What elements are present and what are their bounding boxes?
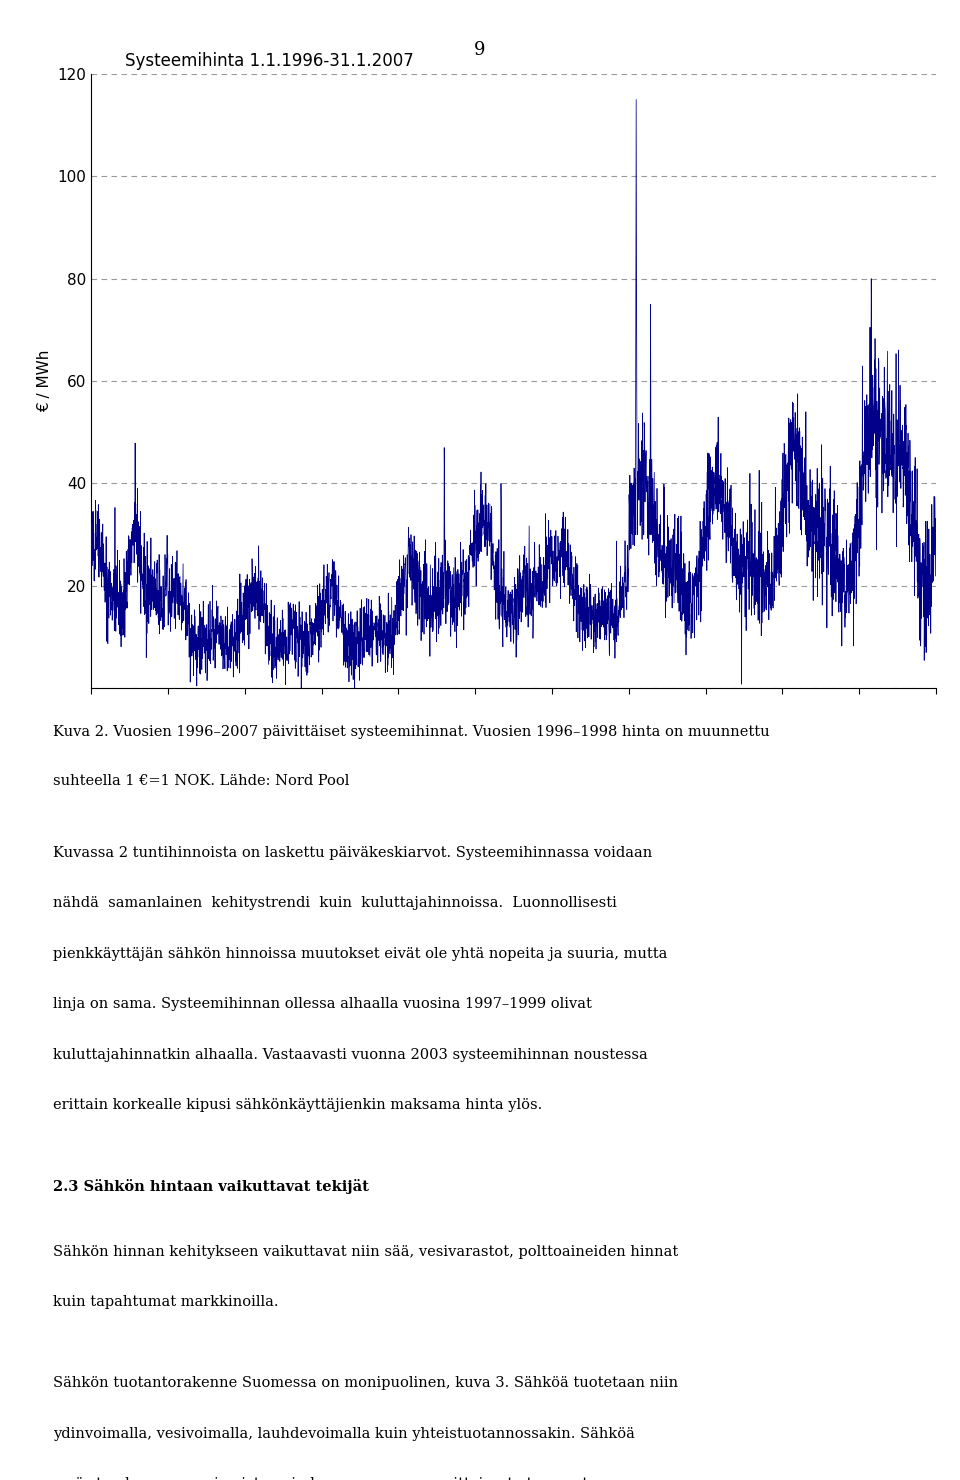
Text: nähdä  samanlainen  kehitystrendi  kuin  kuluttajahinnoissa.  Luonnollisesti: nähdä samanlainen kehitystrendi kuin kul…	[53, 897, 616, 910]
Text: linja on sama. Systeemihinnan ollessa alhaalla vuosina 1997–1999 olivat: linja on sama. Systeemihinnan ollessa al…	[53, 998, 591, 1011]
Text: Kuva 2. Vuosien 1996–2007 päivittäiset systeemihinnat. Vuosien 1996–1998 hinta o: Kuva 2. Vuosien 1996–2007 päivittäiset s…	[53, 725, 769, 739]
Text: kuin tapahtumat markkinoilla.: kuin tapahtumat markkinoilla.	[53, 1295, 278, 1308]
Text: myös tuodaan naapurimaista noin kymmenesosa vuosittaisesta tarpeesta.: myös tuodaan naapurimaista noin kymmenes…	[53, 1477, 601, 1480]
Text: 2.3 Sähkön hintaan vaikuttavat tekijät: 2.3 Sähkön hintaan vaikuttavat tekijät	[53, 1180, 369, 1194]
Text: pienkkäyttäjän sähkön hinnoissa muutokset eivät ole yhtä nopeita ja suuria, mutt: pienkkäyttäjän sähkön hinnoissa muutokse…	[53, 947, 667, 961]
Text: Sähkön tuotantorakenne Suomessa on monipuolinen, kuva 3. Sähköä tuotetaan niin: Sähkön tuotantorakenne Suomessa on monip…	[53, 1376, 678, 1390]
Text: 9: 9	[474, 41, 486, 59]
Y-axis label: € / MWh: € / MWh	[36, 349, 52, 413]
Text: Sähkön hinnan kehitykseen vaikuttavat niin sää, vesivarastot, polttoaineiden hin: Sähkön hinnan kehitykseen vaikuttavat ni…	[53, 1245, 678, 1258]
Text: Kuvassa 2 tuntihinnoista on laskettu päiväkeskiarvot. Systeemihinnassa voidaan: Kuvassa 2 tuntihinnoista on laskettu päi…	[53, 845, 652, 860]
Text: Systeemihinta 1.1.1996-31.1.2007: Systeemihinta 1.1.1996-31.1.2007	[125, 52, 414, 70]
Text: ydinvoimalla, vesivoimalla, lauhdevoimalla kuin yhteistuotannossakin. Sähköä: ydinvoimalla, vesivoimalla, lauhdevoimal…	[53, 1427, 635, 1442]
Text: erittain korkealle kipusi sähkönkäyttäjienkin maksama hinta ylös.: erittain korkealle kipusi sähkönkäyttäji…	[53, 1098, 542, 1111]
Text: kuluttajahinnatkin alhaalla. Vastaavasti vuonna 2003 systeemihinnan noustessa: kuluttajahinnatkin alhaalla. Vastaavasti…	[53, 1048, 648, 1061]
Text: suhteella 1 €=1 NOK. Lähde: Nord Pool: suhteella 1 €=1 NOK. Lähde: Nord Pool	[53, 774, 349, 787]
